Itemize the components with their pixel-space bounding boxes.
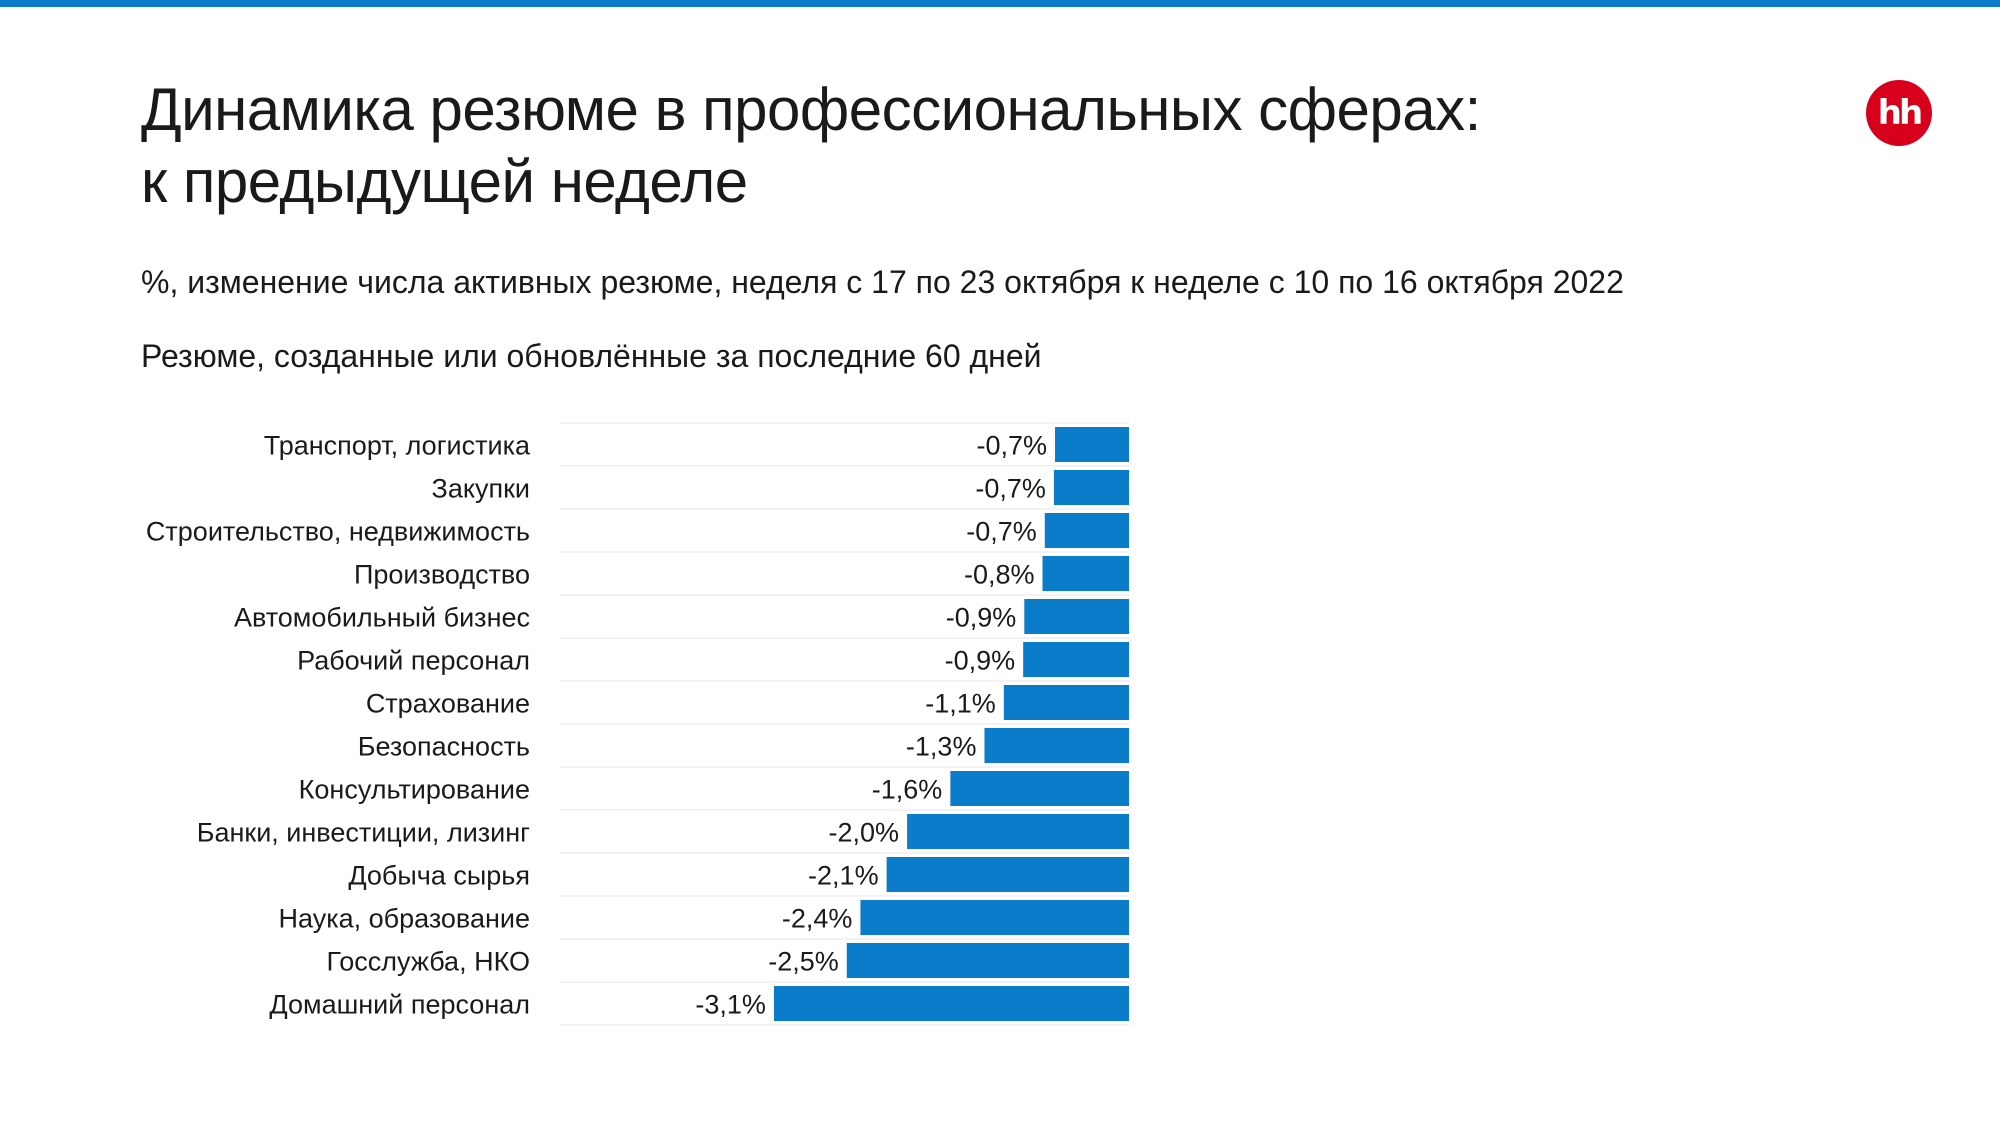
title-line-2: к предыдущей неделе <box>141 148 748 215</box>
data-label: -0,7% <box>975 474 1046 504</box>
bar <box>1042 556 1129 591</box>
hh-logo: hh <box>1866 80 1932 146</box>
bar <box>1023 642 1129 677</box>
data-label: -2,0% <box>829 818 900 848</box>
category-label: Наука, образование <box>278 904 530 934</box>
category-label: Банки, инвестиции, лизинг <box>197 818 530 848</box>
top-accent-bar <box>0 0 2000 7</box>
data-label: -3,1% <box>695 990 766 1020</box>
data-label: -0,7% <box>976 431 1047 461</box>
category-label: Транспорт, логистика <box>264 431 531 461</box>
bar <box>907 814 1129 849</box>
data-label: -0,9% <box>946 603 1017 633</box>
bar <box>773 986 1129 1021</box>
data-label: -2,5% <box>768 947 839 977</box>
data-label: -2,1% <box>808 861 879 891</box>
category-label: Госслужба, НКО <box>326 947 530 977</box>
bar <box>984 728 1129 763</box>
data-label: -0,8% <box>964 560 1035 590</box>
bar <box>1055 427 1129 462</box>
category-label: Автомобильный бизнес <box>234 603 530 633</box>
bar <box>950 771 1129 806</box>
category-label: Рабочий персонал <box>297 646 530 676</box>
bar <box>1044 513 1129 548</box>
category-label: Добыча сырья <box>348 861 530 891</box>
category-label: Производство <box>354 560 530 590</box>
data-label: -1,3% <box>906 732 977 762</box>
bar <box>860 900 1129 935</box>
data-label: -1,1% <box>925 689 996 719</box>
bar <box>1024 599 1129 634</box>
category-label: Страхование <box>366 689 530 719</box>
category-label: Безопасность <box>358 732 530 762</box>
chart-note: Резюме, созданные или обновлённые за пос… <box>141 338 1042 374</box>
category-label: Строительство, недвижимость <box>146 517 530 547</box>
category-label: Консультирование <box>299 775 530 805</box>
page-title: Динамика резюме в профессиональных сфера… <box>141 74 1481 218</box>
category-label: Закупки <box>432 474 530 504</box>
title-line-1: Динамика резюме в профессиональных сфера… <box>141 76 1481 143</box>
data-label: -0,9% <box>945 646 1016 676</box>
data-label: -2,4% <box>782 904 853 934</box>
bar <box>1003 685 1129 720</box>
data-label: -1,6% <box>872 775 943 805</box>
category-label: Домашний персонал <box>269 990 530 1020</box>
bar <box>846 943 1129 978</box>
bar <box>1053 470 1129 505</box>
data-label: -0,7% <box>966 517 1037 547</box>
bar <box>886 857 1129 892</box>
chart-subtitle: %, изменение числа активных резюме, неде… <box>141 264 1624 300</box>
